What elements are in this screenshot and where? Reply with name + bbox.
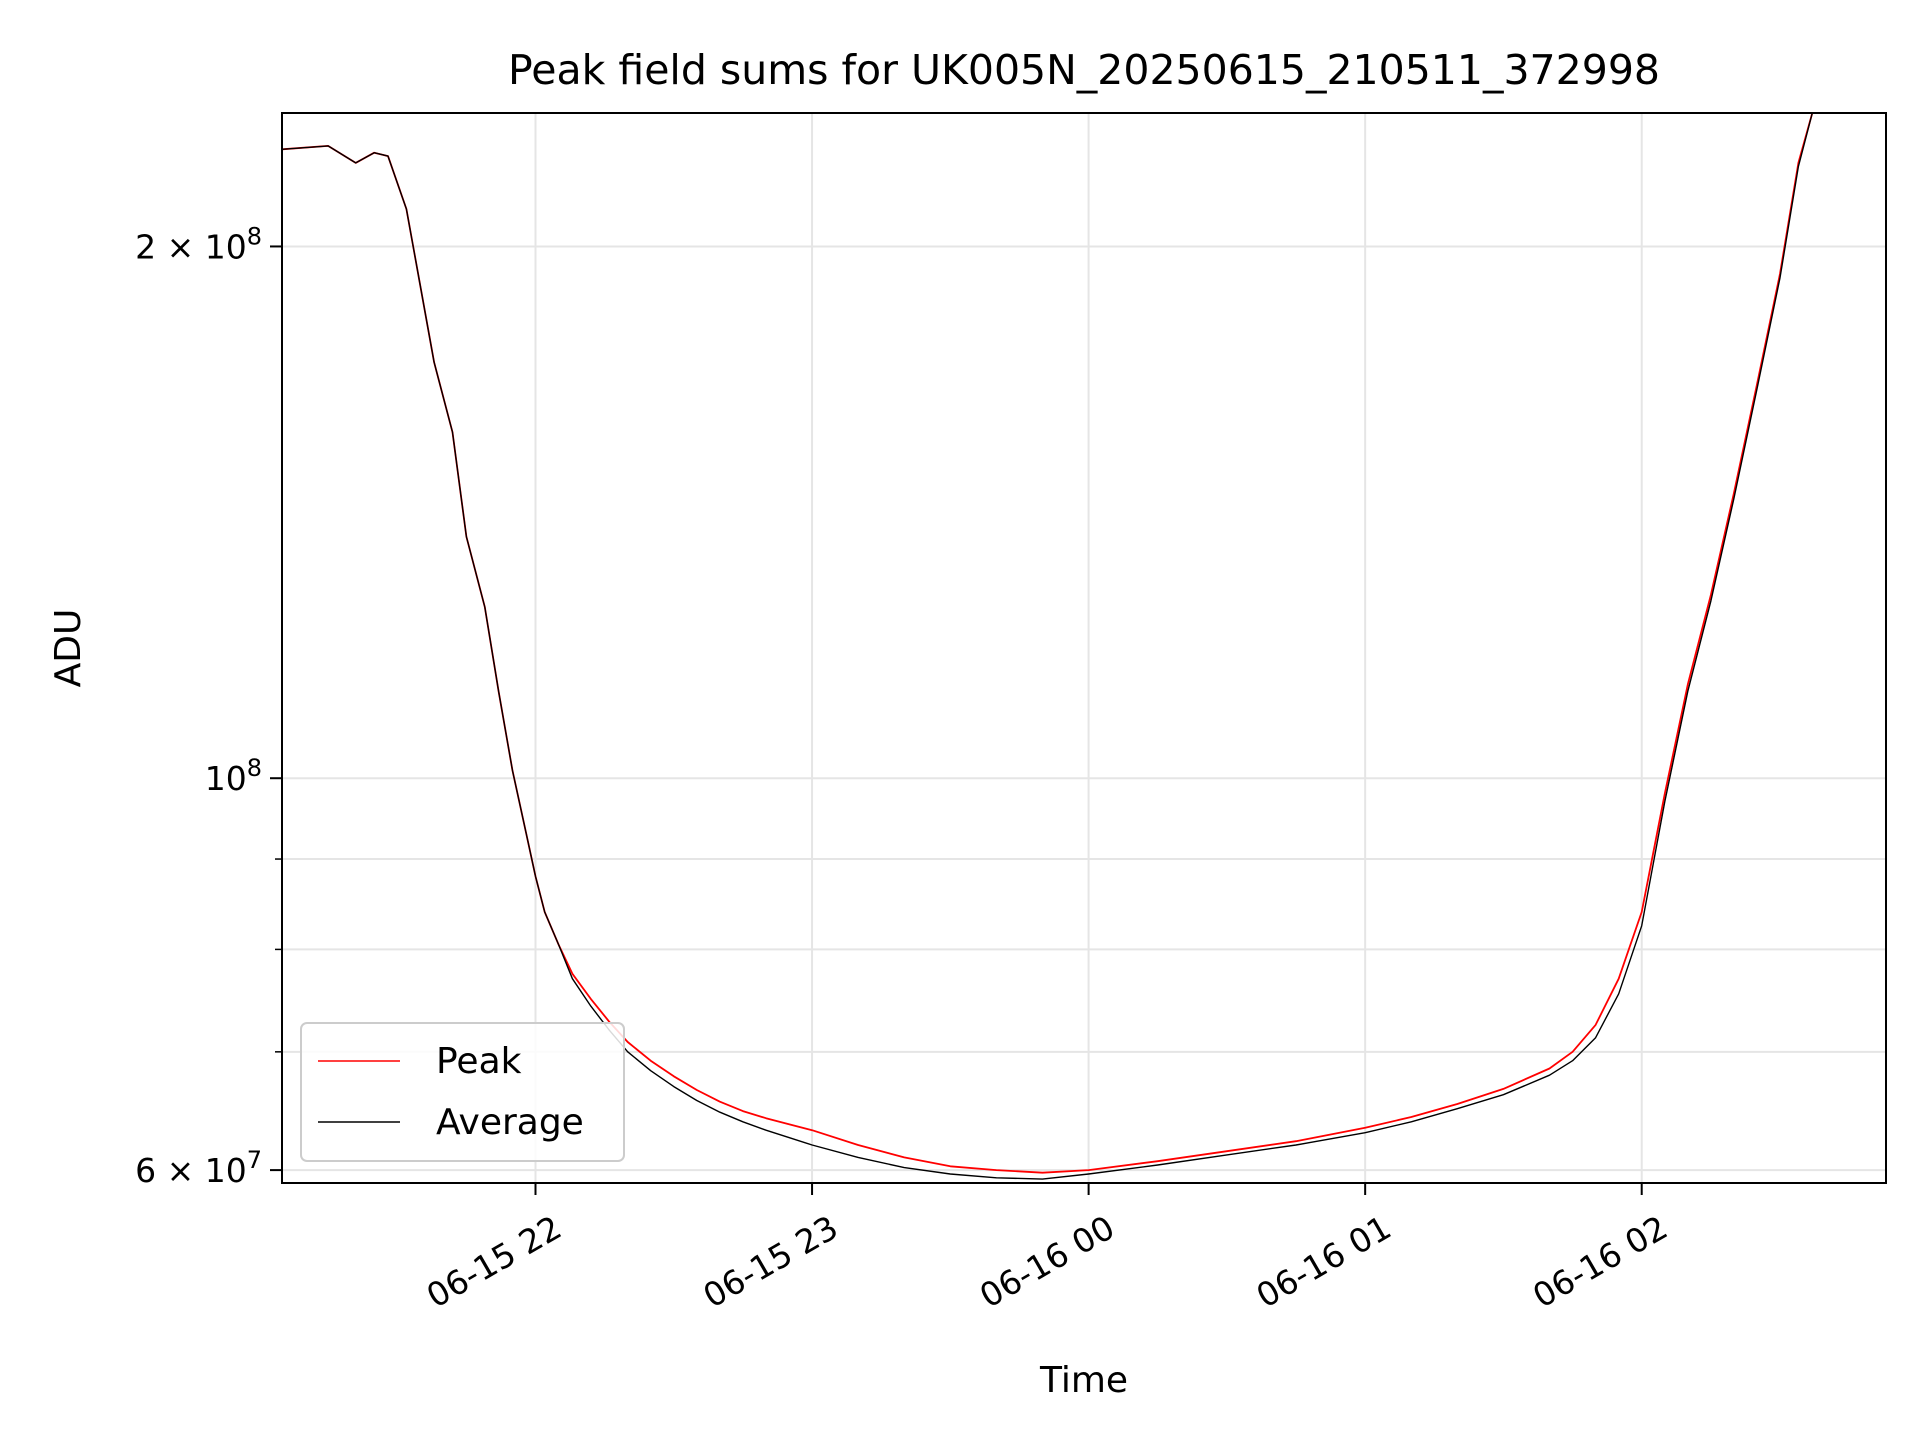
y-tick-exponent: 8 <box>247 222 262 250</box>
chart-title: Peak field sums for UK005N_20250615_2105… <box>508 46 1660 94</box>
legend: Peak Average <box>300 1022 625 1162</box>
legend-label-peak: Peak <box>436 1041 522 1082</box>
x-axis-label: Time <box>1039 1360 1128 1401</box>
y-tick-exponent: 7 <box>247 1146 262 1174</box>
y-tick-label: 108 <box>205 754 262 798</box>
y-tick-label: 2 × 108 <box>135 222 262 266</box>
series-line-average <box>281 112 1813 1180</box>
y-axis-label: ADU <box>48 609 89 688</box>
plot-frame <box>281 112 1887 1184</box>
y-tick-label: 6 × 107 <box>135 1146 262 1190</box>
y-tick-exponent: 8 <box>247 754 262 782</box>
y-tick-base: 6 × 10 <box>135 1151 247 1190</box>
legend-box <box>300 1022 625 1162</box>
y-tick-base: 2 × 10 <box>135 227 247 266</box>
legend-label-average: Average <box>436 1102 584 1143</box>
series-lines <box>281 112 1814 1180</box>
y-tick-base: 10 <box>205 759 247 798</box>
